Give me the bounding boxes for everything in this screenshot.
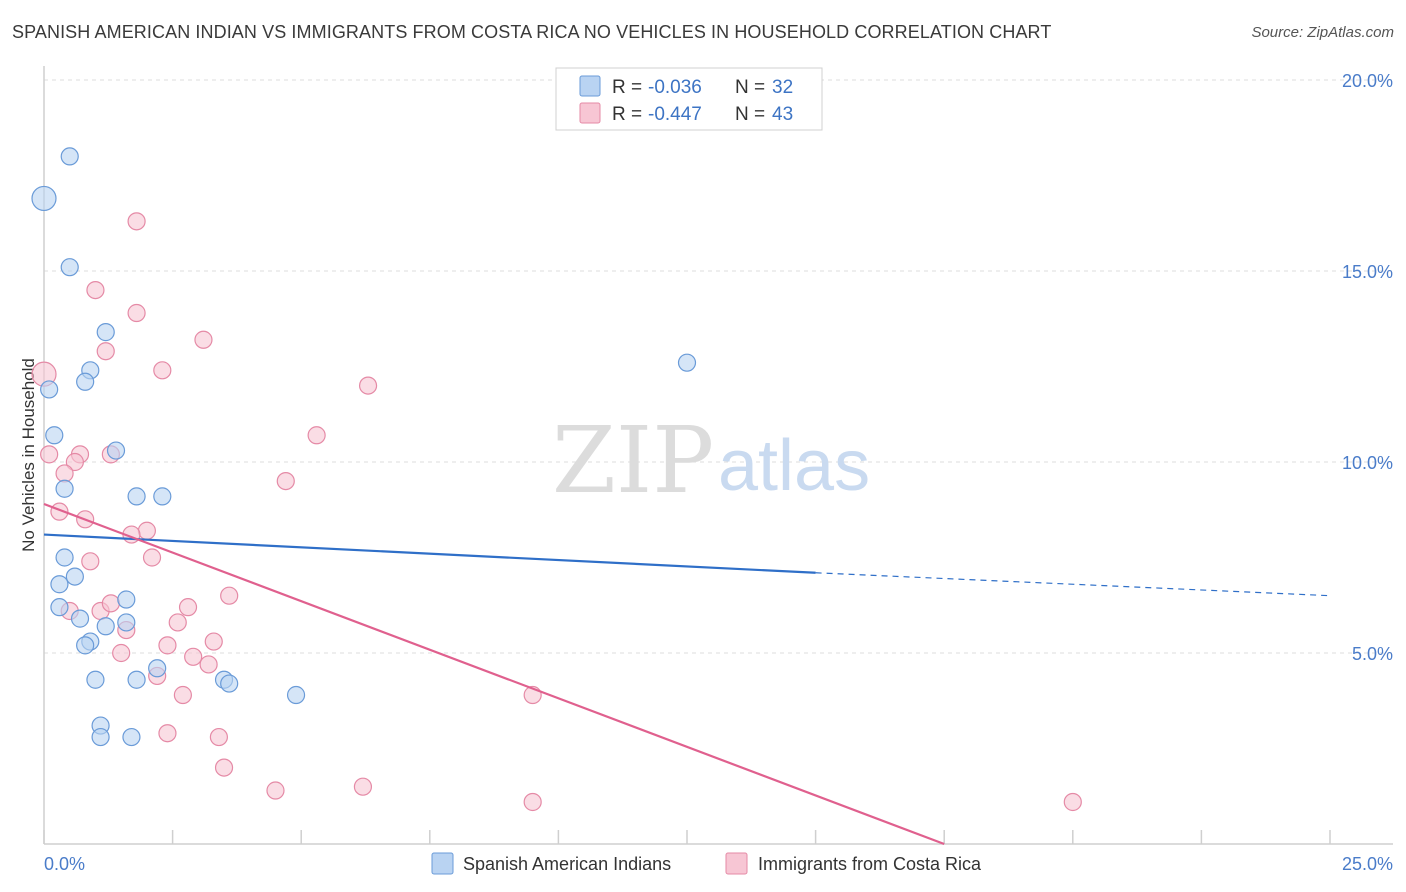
costa-rica-point: [209, 727, 228, 747]
legend-n-label-2: N =: [735, 104, 765, 125]
spanish-american-indian-point: [677, 353, 697, 372]
costa-rica-point: [81, 552, 100, 571]
costa-rica-point: [266, 781, 285, 800]
bottom-legend-label-blue: Spanish American Indians: [463, 854, 671, 874]
watermark-zip: ZIP: [552, 407, 714, 514]
spanish-american-indian-point: [148, 659, 167, 678]
costa-rica-point: [307, 426, 326, 445]
spanish-american-indian-point: [220, 674, 239, 693]
spanish-american-indian-point: [31, 185, 57, 212]
spanish-american-indian-point: [60, 258, 79, 277]
legend-r-label-1: R =: [612, 77, 642, 98]
watermark-atlas: atlas: [718, 426, 870, 506]
bottom-legend-swatch-blue: [431, 852, 454, 875]
spanish-american-indian-point: [86, 670, 105, 689]
costa-rica-point: [55, 464, 74, 483]
costa-rica-point: [127, 303, 146, 323]
spanish-american-indian-point: [40, 380, 59, 399]
y-tick-label: 20.0%: [1342, 71, 1393, 91]
costa-rica-point: [168, 613, 187, 632]
spanish-american-indian-point: [65, 567, 84, 586]
costa-rica-point: [358, 376, 378, 395]
trend-line-blue: [43, 533, 816, 574]
costa-rica-point: [214, 758, 234, 777]
costa-rica-point: [1063, 792, 1082, 812]
costa-rica-point: [353, 777, 373, 796]
costa-rica-point: [101, 594, 120, 613]
spanish-american-indian-point: [96, 617, 115, 636]
costa-rica-point: [199, 655, 218, 674]
y-axis-label: No Vehicles in Household: [19, 358, 38, 552]
spanish-american-indian-point: [55, 548, 74, 567]
legend-r-label-2: R =: [612, 104, 642, 125]
spanish-american-indian-point: [286, 685, 306, 705]
spanish-american-indian-point: [117, 590, 136, 609]
costa-rica-point: [220, 586, 239, 605]
trend-line-blue-projection: [815, 572, 1331, 597]
legend-n-label-1: N =: [735, 77, 765, 98]
costa-rica-point: [86, 281, 105, 300]
y-tick-label: 15.0%: [1342, 262, 1393, 282]
legend-n-value-2: 43: [772, 104, 793, 125]
costa-rica-point: [178, 598, 198, 617]
source-label: Source: ZipAtlas.com: [1251, 24, 1394, 41]
spanish-american-indian-point: [106, 441, 126, 460]
trend-lines: [43, 502, 1331, 846]
costa-rica-point: [65, 452, 84, 472]
spanish-american-indian-point: [91, 727, 110, 747]
spanish-american-indian-point: [55, 479, 74, 498]
spanish-american-indian-point: [70, 609, 90, 628]
costa-rica-point: [204, 632, 223, 651]
spanish-american-indian-point: [96, 323, 115, 342]
legend-n-value-1: 32: [772, 77, 793, 98]
spanish-american-indian-point: [153, 487, 172, 506]
spanish-american-indian-point: [50, 575, 69, 594]
spanish-american-indian-point: [76, 372, 95, 391]
costa-rica-point: [194, 330, 213, 349]
legend-r-value-1: -0.036: [648, 77, 702, 98]
spanish-american-indian-point: [76, 636, 95, 655]
spanish-american-indian-point: [127, 670, 146, 689]
costa-rica-point: [142, 548, 162, 567]
costa-rica-point: [153, 361, 172, 380]
bottom-legend-label-pink: Immigrants from Costa Rica: [758, 854, 982, 874]
costa-rica-point: [96, 342, 115, 361]
y-tick-label: 10.0%: [1342, 453, 1393, 473]
x-tick-label-min: 0.0%: [44, 854, 85, 874]
stats-legend: R = -0.036 N = 32 R = -0.447 N = 43: [555, 67, 823, 131]
bottom-legend-swatch-pink: [725, 852, 748, 875]
costa-rica-point: [112, 643, 131, 663]
costa-rica-point: [184, 647, 203, 666]
chart-title: SPANISH AMERICAN INDIAN VS IMMIGRANTS FR…: [12, 22, 1052, 42]
costa-rica-point: [523, 792, 542, 812]
legend-r-value-2: -0.447: [648, 104, 702, 125]
costa-rica-point: [158, 636, 177, 655]
costa-rica-point: [137, 521, 156, 540]
x-tick-label-max: 25.0%: [1342, 854, 1393, 874]
costa-rica-point: [276, 472, 295, 491]
costa-rica-point: [158, 724, 177, 743]
spanish-american-indian-point: [117, 613, 136, 632]
y-tick-labels: 5.0% 10.0% 15.0% 20.0%: [1342, 71, 1393, 664]
y-tick-label: 5.0%: [1352, 644, 1393, 664]
spanish-american-indian-point: [127, 487, 146, 506]
spanish-american-indian-point: [60, 147, 79, 166]
costa-rica-point: [40, 445, 59, 464]
spanish-american-indian-point: [122, 727, 141, 747]
series-legend: Spanish American Indians Immigrants from…: [431, 852, 982, 875]
costa-rica-point: [127, 212, 146, 231]
legend-swatch-blue: [579, 75, 601, 97]
legend-swatch-pink: [579, 102, 601, 124]
trend-line-pink: [43, 502, 945, 846]
costa-rica-point: [173, 685, 192, 705]
spanish-american-indian-point: [50, 598, 69, 617]
series-spanish-american-indians-points: [31, 147, 697, 747]
spanish-american-indian-point: [45, 426, 64, 445]
